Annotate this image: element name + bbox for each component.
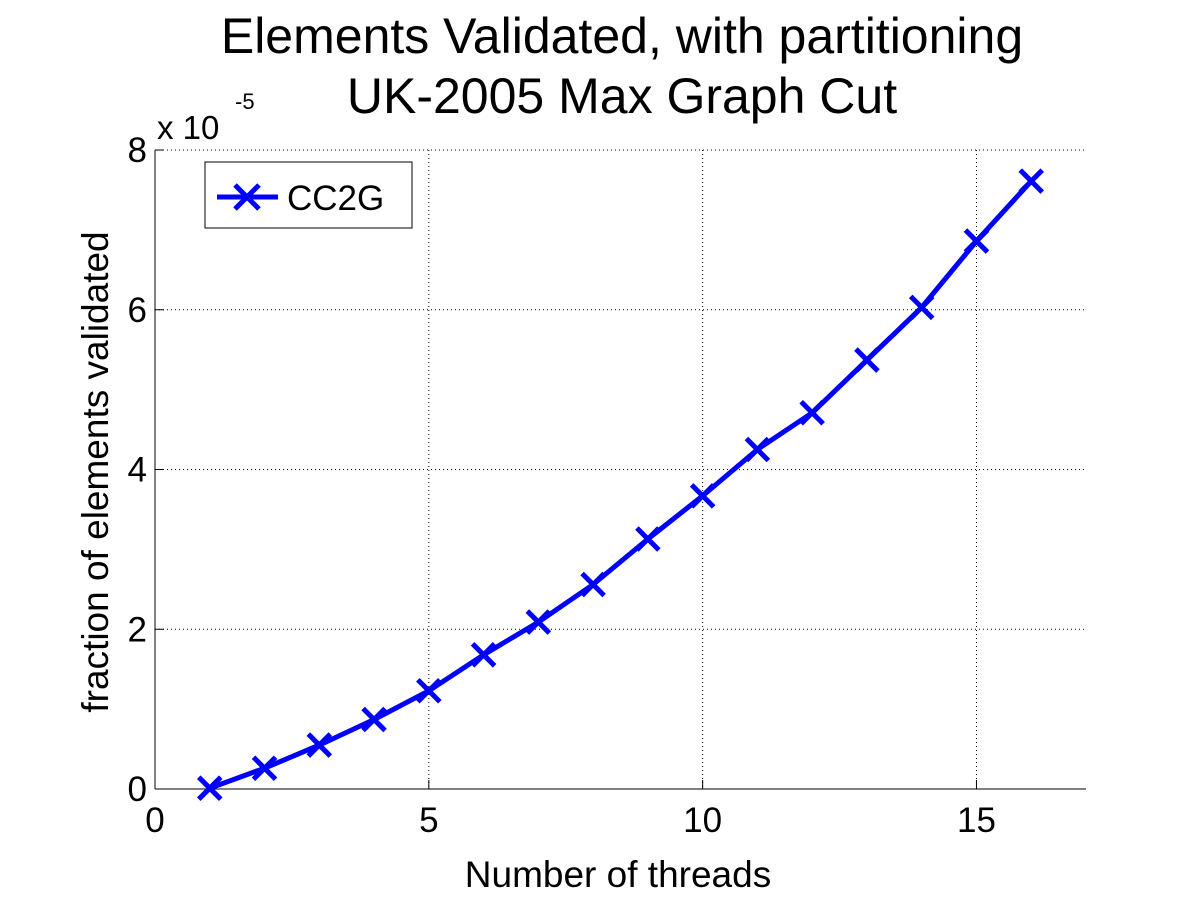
data-point-marker [963, 228, 990, 254]
data-point-marker [689, 483, 716, 509]
data-point-marker [251, 755, 278, 781]
x-tick-label: 0 [145, 801, 164, 840]
data-point-marker [635, 526, 661, 552]
data-point-marker [525, 609, 552, 635]
data-point-marker [416, 677, 442, 704]
legend-label: CC2G [287, 179, 384, 218]
data-point-marker [470, 642, 497, 668]
legend-marker-x-icon [233, 183, 261, 211]
y-tick-label: 6 [128, 291, 147, 330]
y-tick-label: 2 [128, 610, 147, 649]
y-tick-label: 0 [128, 770, 147, 809]
data-point-marker [306, 732, 333, 758]
series-layer [196, 168, 1045, 801]
data-point-marker [854, 347, 880, 373]
data-point-marker [580, 571, 606, 598]
data-point-marker [744, 436, 771, 463]
y-multiplier-exponent: -5 [235, 89, 255, 114]
data-point-marker [908, 294, 935, 321]
grid [155, 149, 1086, 789]
data-point-marker [196, 775, 223, 801]
x-tick-label: 15 [957, 801, 996, 840]
y-tick-label: 8 [128, 131, 147, 170]
data-point-marker [1018, 168, 1045, 194]
series-line [208, 179, 1034, 791]
chart-title-line-1: Elements Validated, with partitioning [221, 8, 1023, 64]
y-axis-label: fraction of elements validated [75, 231, 116, 712]
y-tick-label: 4 [128, 451, 147, 490]
x-axis-label: Number of threads [465, 854, 771, 895]
x-tick-label: 5 [419, 801, 438, 840]
data-point-marker [799, 400, 825, 426]
x-tick-label: 10 [683, 801, 722, 840]
chart-title-line-2: UK-2005 Max Graph Cut [347, 68, 897, 124]
y-multiplier-base: x 10 [157, 109, 219, 146]
data-point-marker [361, 706, 387, 733]
legend: CC2G [204, 161, 413, 229]
axes: 0 5 10 15 0 2 4 6 8 [128, 131, 1086, 840]
